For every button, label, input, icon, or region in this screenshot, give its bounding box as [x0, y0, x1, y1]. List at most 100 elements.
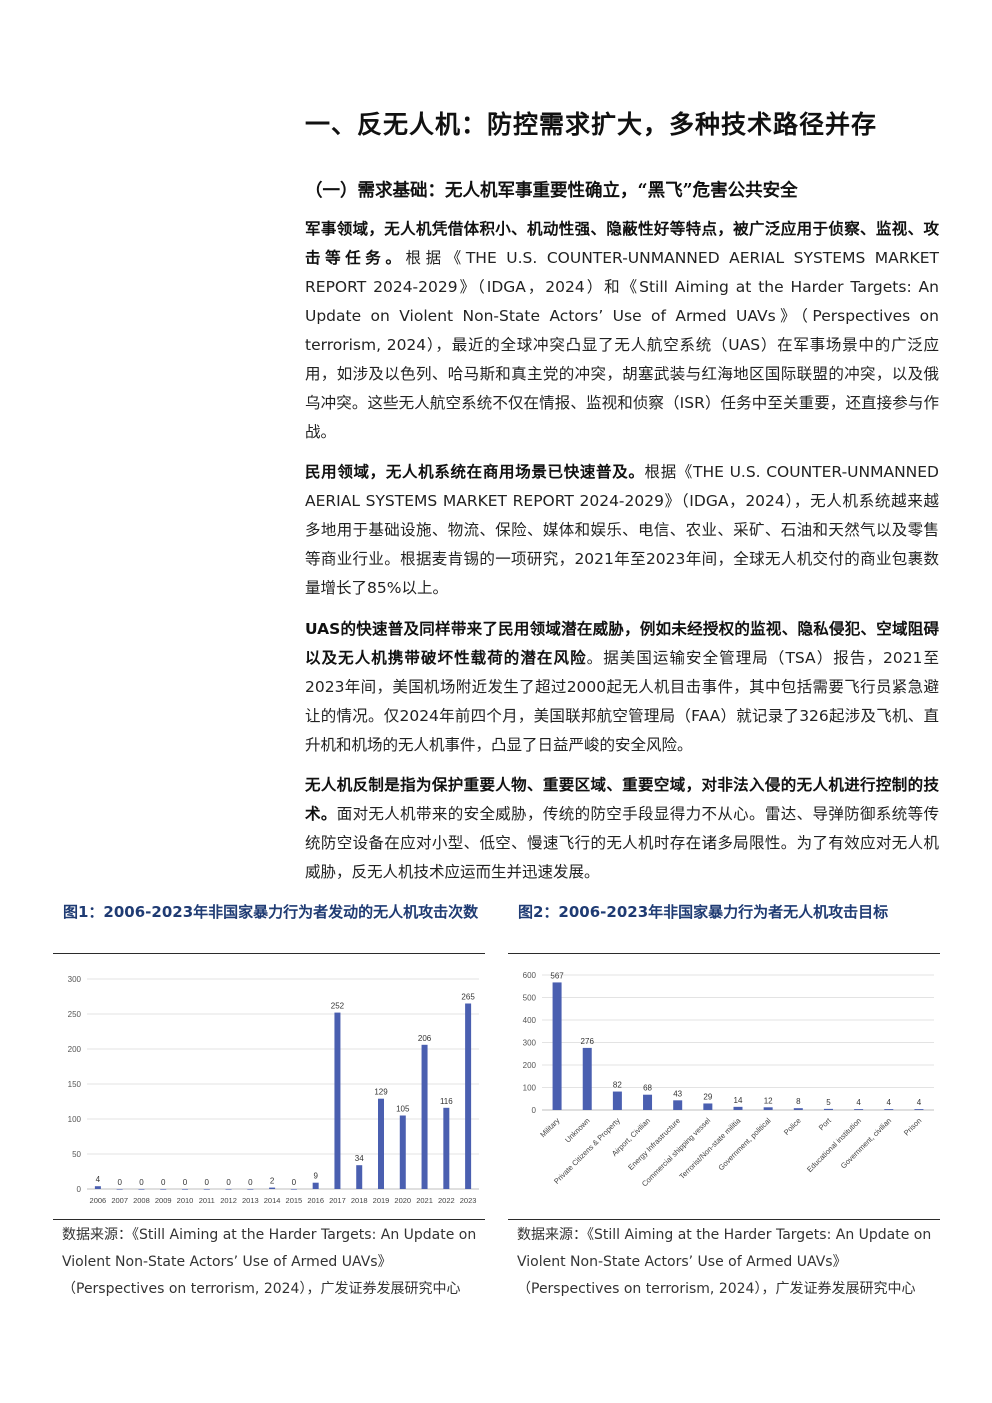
y-tick-label: 300: [68, 975, 82, 984]
x-category-label: Port: [817, 1115, 834, 1132]
bar: [884, 1109, 894, 1110]
x-category-label: 2022: [438, 1196, 455, 1205]
data-label: 2: [270, 1177, 275, 1186]
data-label: 0: [292, 1178, 297, 1187]
data-label: 8: [796, 1097, 801, 1106]
x-category-label: 2020: [394, 1196, 411, 1205]
bar: [334, 1012, 341, 1189]
data-label: 34: [355, 1154, 364, 1163]
paragraph-threats: UAS的快速普及同样带来了民用领域潜在威胁，例如未经授权的监视、隐私侵犯、空域阻…: [305, 615, 939, 760]
data-label: 252: [331, 1002, 345, 1011]
paragraph-body: 根据《THE U.S. COUNTER-UNMANNED AERIAL SYST…: [305, 463, 939, 597]
y-tick-label: 300: [523, 1039, 537, 1048]
bar: [203, 1189, 210, 1190]
y-tick-label: 100: [523, 1084, 537, 1093]
x-category-label: 2017: [329, 1196, 346, 1205]
paragraph-lead: 军事领域，无人机凭借体积小、机动性强、隐蔽性好等特点，被广泛应用于侦察、监视、攻…: [305, 220, 939, 267]
bar: [94, 1186, 101, 1189]
subsection-heading: （一）需求基础：无人机军事重要性确立，“黑飞”危害公共安全: [305, 181, 798, 201]
data-label: 14: [734, 1096, 743, 1105]
data-label: 129: [374, 1088, 388, 1097]
x-category-label: 2012: [220, 1196, 237, 1205]
bar: [312, 1182, 319, 1189]
data-label: 276: [581, 1037, 595, 1046]
y-tick-label: 500: [523, 994, 537, 1003]
x-category-label: 2013: [242, 1196, 259, 1205]
x-category-label: Educational institution: [805, 1116, 863, 1174]
figure-1-title: 图1：2006-2023年非国家暴力行为者发动的无人机攻击次数: [63, 903, 479, 921]
data-label: 4: [96, 1175, 101, 1184]
x-category-label: 2008: [133, 1196, 150, 1205]
data-label: 0: [117, 1178, 122, 1187]
bar: [421, 1044, 428, 1189]
bar: [160, 1189, 167, 1190]
bar: [269, 1187, 276, 1189]
bar: [247, 1189, 254, 1190]
x-category-label: 2010: [177, 1196, 194, 1205]
figure-1-bottom-rule: [53, 1219, 485, 1220]
data-label: 116: [440, 1097, 453, 1106]
paragraph-body: 。据美国运输安全管理局（TSA）报告，2021至2023年间，美国机场附近发生了…: [305, 649, 939, 754]
x-category-label: 2018: [351, 1196, 368, 1205]
data-label: 5: [826, 1098, 831, 1107]
x-category-label: 2023: [460, 1196, 477, 1205]
bar: [612, 1091, 622, 1110]
data-label: 105: [396, 1105, 410, 1114]
x-category-label: Police: [782, 1116, 803, 1137]
bar: [138, 1189, 145, 1190]
paragraph-lead: 无人机反制是指为保护重要人物、重要区域、重要空域，对非法入侵的无人机进行控制的技…: [305, 776, 939, 823]
x-category-label: 2009: [155, 1196, 172, 1205]
y-tick-label: 200: [523, 1061, 537, 1070]
figure-1-source: 数据来源：《Still Aiming at the Harder Targets…: [62, 1227, 477, 1297]
paragraph-lead: 民用领域，无人机系统在商用场景已快速普及。: [305, 463, 645, 481]
bar: [823, 1108, 833, 1110]
bar: [914, 1109, 924, 1110]
bar: [225, 1189, 232, 1190]
figure-2-source: 数据来源：《Still Aiming at the Harder Targets…: [517, 1227, 932, 1297]
bar: [703, 1103, 713, 1110]
bar: [399, 1115, 406, 1189]
data-label: 4: [887, 1098, 892, 1107]
data-label: 0: [139, 1178, 144, 1187]
paragraph-body: 面对无人机带来的安全威胁，传统的防空手段显得力不从心。雷达、导弹防御系统等传统防…: [305, 805, 939, 881]
bar: [733, 1106, 743, 1110]
bar: [763, 1107, 773, 1110]
x-category-label: Prison: [902, 1116, 923, 1137]
data-label: 68: [643, 1084, 652, 1093]
bar: [552, 982, 562, 1110]
x-category-label: 2011: [199, 1196, 215, 1205]
bar: [582, 1047, 592, 1110]
x-category-label: 2015: [286, 1196, 303, 1205]
y-tick-label: 50: [72, 1150, 81, 1159]
y-tick-label: 0: [532, 1106, 537, 1115]
x-category-label: Military: [538, 1116, 561, 1139]
x-category-label: 2014: [264, 1196, 281, 1205]
bar: [793, 1108, 803, 1110]
x-category-label: Government, civilian: [839, 1116, 893, 1170]
data-label: 4: [917, 1098, 922, 1107]
bar: [356, 1165, 363, 1189]
data-label: 567: [550, 971, 564, 980]
paragraph-military: 军事领域，无人机凭借体积小、机动性强、隐蔽性好等特点，被广泛应用于侦察、监视、攻…: [305, 215, 939, 447]
bar: [182, 1189, 188, 1190]
data-label: 0: [161, 1178, 166, 1187]
data-label: 0: [248, 1178, 253, 1187]
paragraph-counter-uas: 无人机反制是指为保护重要人物、重要区域、重要空域，对非法入侵的无人机进行控制的技…: [305, 771, 939, 887]
figure-2-top-rule: [508, 953, 940, 954]
bar: [116, 1189, 123, 1190]
data-label: 82: [613, 1081, 622, 1090]
data-label: 206: [418, 1034, 432, 1043]
bar: [290, 1189, 297, 1190]
y-tick-label: 100: [68, 1115, 82, 1124]
x-category-label: Unknown: [563, 1116, 591, 1144]
data-label: 0: [183, 1178, 188, 1187]
paragraph-civil: 民用领域，无人机系统在商用场景已快速普及。根据《THE U.S. COUNTER…: [305, 458, 939, 603]
x-category-label: 2016: [307, 1196, 324, 1205]
y-tick-label: 200: [68, 1045, 82, 1054]
data-label: 29: [703, 1092, 712, 1101]
data-label: 43: [673, 1089, 682, 1098]
figure-2-title: 图2：2006-2023年非国家暴力行为者无人机攻击目标: [518, 903, 889, 921]
y-tick-label: 150: [68, 1080, 82, 1089]
x-category-label: Energy Infrastructure: [626, 1116, 682, 1172]
